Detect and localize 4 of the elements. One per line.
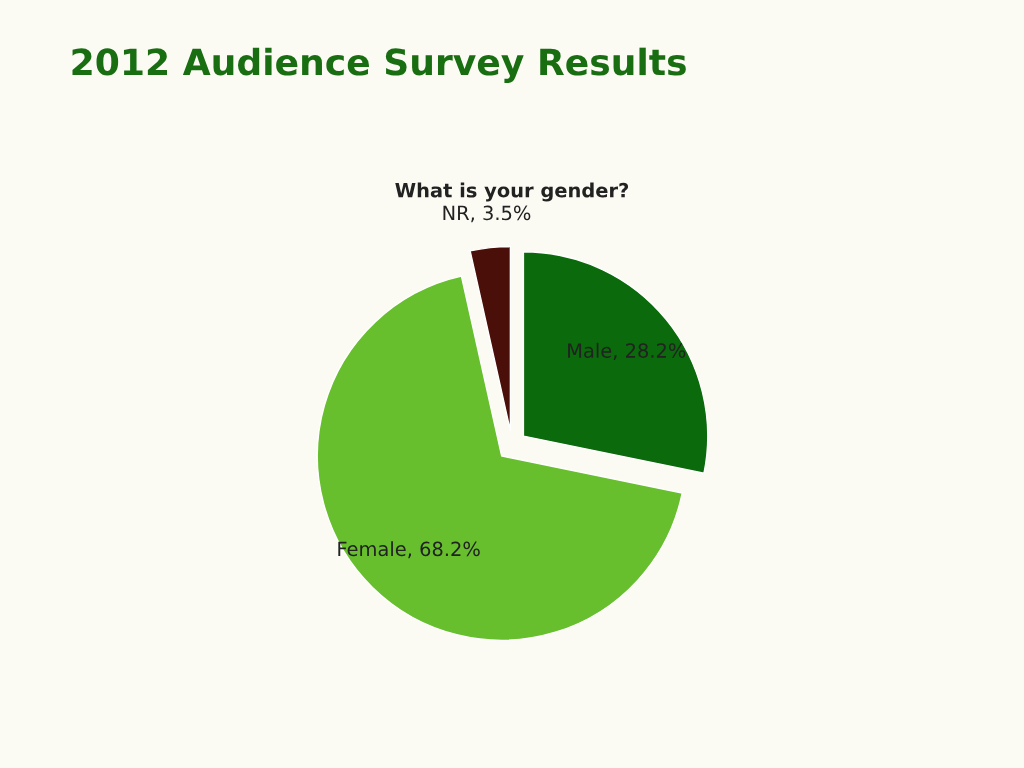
chart-title: 2012 Audience Survey Results [72,47,686,83]
slice-label: NR, 3.5% [443,205,531,223]
slice-label: Male, 28.2% [568,342,686,360]
chart-subtitle: What is your gender? [395,182,629,202]
